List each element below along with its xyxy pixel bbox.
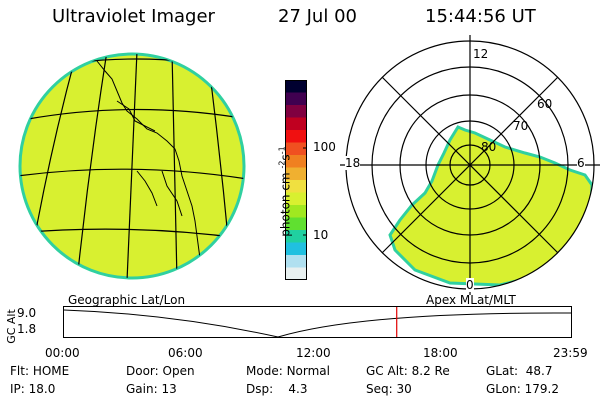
altitude-ytick-bottom: 1.8 — [17, 322, 37, 336]
colorbar-segment — [285, 180, 307, 193]
apex-panel-label: Apex MLat/MLT — [426, 293, 516, 307]
colorbar-segment — [285, 117, 307, 131]
info-mode: Mode: Normal — [246, 364, 330, 378]
altitude-curve — [63, 309, 572, 338]
colorbar — [285, 80, 307, 280]
colorbar-segment — [285, 217, 307, 231]
colorbar-segment — [285, 105, 307, 118]
xtick-1800: 18:00 — [423, 346, 458, 360]
colorbar-segment — [285, 230, 307, 243]
xtick-0000: 00:00 — [45, 346, 80, 360]
time-label: 15:44:56 UT — [425, 6, 536, 27]
altitude-timeline — [63, 306, 572, 338]
mlat-label-80: 80 — [481, 140, 497, 154]
altitude-ytick-top: 9.0 — [17, 306, 37, 320]
info-gc-alt: GC Alt: 8.2 Re — [366, 364, 450, 378]
mlat-label-60: 60 — [537, 97, 553, 111]
colorbar-tick-10: 10 — [313, 228, 329, 242]
colorbar-segment — [285, 142, 307, 156]
mlat-label-70: 70 — [513, 119, 529, 133]
colorbar-segment — [285, 255, 307, 268]
date-label: 27 Jul 00 — [278, 6, 357, 27]
info-seq: Seq: 30 — [366, 382, 412, 396]
info-glon: GLon: 179.2 — [486, 382, 559, 396]
info-dsp: Dsp: 4.3 — [246, 382, 308, 396]
colorbar-label: photon cm -2s-1 — [277, 146, 293, 237]
colorbar-segment — [285, 242, 307, 256]
geographic-panel-label: Geographic Lat/Lon — [68, 293, 186, 307]
info-door: Door: Open — [126, 364, 195, 378]
colorbar-segment — [285, 267, 307, 280]
colorbar-tick-100: 100 — [313, 140, 336, 154]
xtick-1200: 12:00 — [296, 346, 331, 360]
colorbar-segment — [285, 192, 307, 206]
mlt-label-18: 18 — [345, 156, 361, 170]
colorbar-segment — [285, 130, 307, 143]
polar-plot — [340, 35, 600, 295]
colorbar-segment — [285, 205, 307, 218]
xtick-2359: 23:59 — [553, 346, 588, 360]
geographic-image — [18, 52, 246, 280]
colorbar-segment — [285, 80, 307, 93]
mlt-label-0: 0 — [466, 278, 474, 292]
mlt-label-12: 12 — [473, 47, 489, 61]
info-glat: GLat: 48.7 — [486, 364, 553, 378]
instrument-title: Ultraviolet Imager — [52, 6, 215, 27]
xtick-0600: 06:00 — [168, 346, 203, 360]
info-gain: Gain: 13 — [126, 382, 177, 396]
colorbar-segment — [285, 155, 307, 168]
mlt-label-6: 6 — [577, 156, 585, 170]
colorbar-segment — [285, 92, 307, 106]
info-flt: Flt: HOME — [10, 364, 70, 378]
info-ip: IP: 18.0 — [10, 382, 56, 396]
altitude-ylabel: GC Alt — [4, 309, 18, 344]
colorbar-segment — [285, 167, 307, 181]
